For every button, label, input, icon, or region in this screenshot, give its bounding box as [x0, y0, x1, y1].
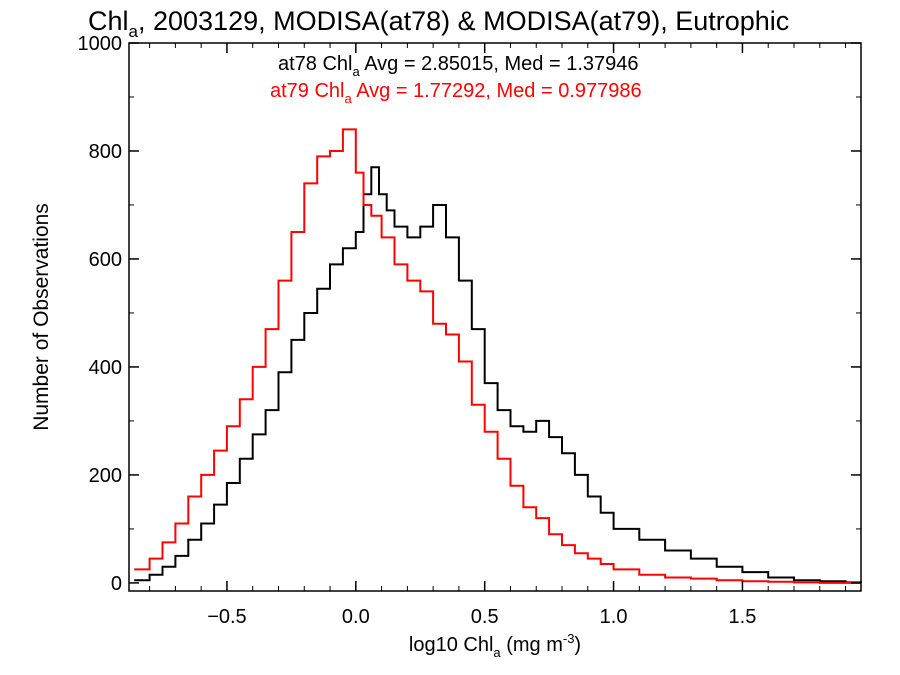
y-tick-label: 200: [89, 465, 122, 487]
chart-title: Chla, 2003129, MODISA(at78) & MODISA(at7…: [88, 6, 789, 41]
y-tick-label: 0: [111, 573, 122, 595]
series-line-at78: [134, 166, 862, 584]
x-tick-label: 0.5: [471, 606, 499, 628]
y-tick-label: 400: [89, 357, 122, 379]
annotation-at78: at78 Chla Avg = 2.85015, Med = 1.37946: [278, 53, 638, 79]
y-axis-label: Number of Observations: [30, 203, 53, 431]
x-tick-label: 0.0: [342, 606, 370, 628]
plot-frame: [128, 42, 862, 592]
x-tick-label: 1.0: [600, 606, 628, 628]
x-axis-label: log10 Chla (mg m-3): [409, 631, 581, 660]
series-line-at79: [134, 128, 861, 584]
y-tick-label: 1000: [78, 33, 123, 55]
y-tick-label: 800: [89, 141, 122, 163]
annotation-at79: at79 Chla Avg = 1.77292, Med = 0.977986: [270, 80, 642, 106]
y-tick-label: 600: [89, 249, 122, 271]
x-tick-label: −0.5: [207, 606, 246, 628]
x-tick-label: 1.5: [729, 606, 757, 628]
